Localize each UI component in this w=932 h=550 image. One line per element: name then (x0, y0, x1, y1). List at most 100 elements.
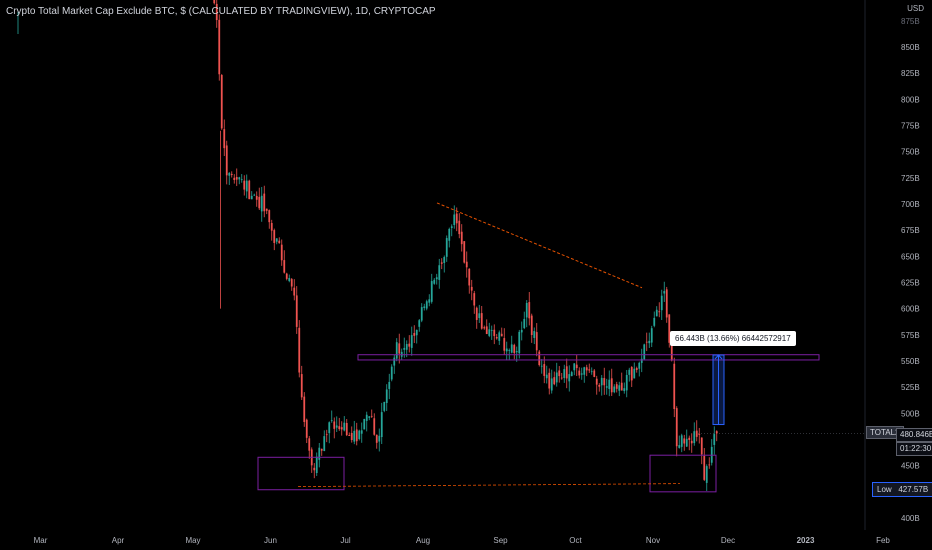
candle-body (298, 327, 301, 373)
candle-body (378, 435, 381, 442)
candle-body (423, 306, 426, 308)
candle-body (565, 366, 568, 379)
candle-body (373, 418, 376, 435)
candle-body (705, 466, 708, 483)
candle-body (475, 307, 478, 320)
candle-body (623, 388, 626, 392)
candle-body (420, 307, 423, 321)
candle-body (463, 241, 466, 263)
candle-body (410, 335, 413, 348)
candle-body (685, 438, 688, 447)
candle-body (498, 332, 501, 341)
candle-body (653, 317, 656, 326)
candle-body (338, 426, 341, 430)
candle-body (540, 365, 543, 367)
candle-body (308, 438, 311, 451)
x-tick-label: Aug (416, 536, 430, 545)
candle-body (318, 447, 321, 460)
x-tick-label: Dec (721, 536, 735, 545)
candle-body (615, 384, 618, 389)
candle-body (255, 195, 258, 200)
candle-body (330, 420, 333, 422)
candle-body (530, 315, 533, 335)
x-tick-label: Nov (646, 536, 660, 545)
candle-body (348, 434, 351, 436)
low-label: Low (877, 485, 892, 494)
candle-body (688, 437, 691, 440)
candle-body (345, 423, 348, 436)
candle-body (693, 431, 696, 444)
candle-body (593, 370, 596, 377)
candle-body (253, 194, 256, 196)
candle-body (455, 213, 458, 224)
candle-body (690, 440, 693, 444)
candle-body (460, 231, 463, 245)
candle-body (425, 301, 428, 309)
candle-body (503, 338, 506, 351)
candle-body (385, 389, 388, 404)
candle-body (525, 302, 528, 318)
candle-body (218, 19, 221, 75)
candle-body (275, 238, 278, 242)
last-price-tag: 480.846B 01:22:30 (896, 428, 932, 456)
candle-body (630, 367, 633, 381)
candle-body (403, 347, 406, 350)
candle-body (465, 261, 468, 268)
candle-body (305, 419, 308, 438)
candle-body (618, 385, 621, 391)
candle-body (360, 430, 363, 434)
candle-body (368, 416, 371, 418)
candle-body (560, 377, 563, 379)
candle-body (215, 3, 218, 21)
candle-body (290, 279, 293, 287)
y-tick-label: 750B (901, 148, 920, 157)
candle-body (213, 0, 216, 4)
candle-body (613, 386, 616, 393)
candle-body (648, 340, 651, 344)
candle-body (283, 260, 286, 273)
candle-body (520, 329, 523, 333)
candle-body (233, 177, 236, 180)
low-value: 427.57B (898, 485, 929, 494)
y-tick-label: 675B (901, 226, 920, 235)
candle-body (660, 295, 663, 311)
candle-body (250, 195, 253, 200)
candle-body (273, 230, 276, 243)
candle-body (528, 302, 531, 319)
candle-body (265, 208, 268, 211)
candle-body (535, 332, 538, 351)
candle-body (708, 464, 711, 466)
candle-body (353, 430, 356, 442)
x-tick-label: Jul (340, 536, 350, 545)
x-tick-label: Mar (34, 536, 48, 545)
candle-body (518, 331, 521, 354)
candle-body (325, 434, 328, 436)
candle-body (380, 412, 383, 438)
y-tick-label: 525B (901, 383, 920, 392)
candle-body (260, 195, 263, 212)
candle-body (285, 273, 288, 279)
candle-body (573, 363, 576, 371)
candle-body (580, 373, 583, 375)
candle-body (268, 210, 271, 223)
y-tick-label: 775B (901, 122, 920, 131)
candle-body (650, 328, 653, 343)
candle-body (668, 314, 671, 343)
candle-body (358, 430, 361, 440)
candle-body (370, 415, 373, 417)
candle-body (590, 371, 593, 373)
candle-body (523, 318, 526, 329)
candle-body (595, 378, 598, 385)
candle-body (323, 436, 326, 452)
candle-body (583, 367, 586, 375)
candle-body (270, 222, 273, 231)
candle-body (315, 456, 318, 473)
x-tick-label: May (185, 536, 200, 545)
candle-body (293, 287, 296, 296)
candle-body (450, 226, 453, 228)
candle-body (588, 369, 591, 371)
y-tick-label: 825B (901, 69, 920, 78)
candle-body (473, 293, 476, 306)
candle-body (575, 364, 578, 369)
